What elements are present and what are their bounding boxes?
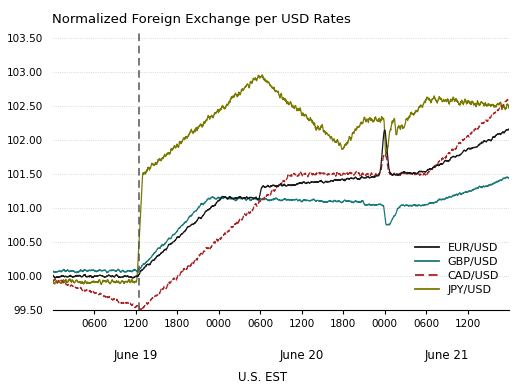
Text: June 20: June 20 xyxy=(279,349,324,362)
Text: Normalized Foreign Exchange per USD Rates: Normalized Foreign Exchange per USD Rate… xyxy=(52,13,351,26)
Text: June 21: June 21 xyxy=(425,349,469,362)
Legend: EUR/USD, GBP/USD, CAD/USD, JPY/USD: EUR/USD, GBP/USD, CAD/USD, JPY/USD xyxy=(410,239,503,299)
Text: U.S. EST: U.S. EST xyxy=(238,371,287,384)
Text: June 19: June 19 xyxy=(113,349,158,362)
